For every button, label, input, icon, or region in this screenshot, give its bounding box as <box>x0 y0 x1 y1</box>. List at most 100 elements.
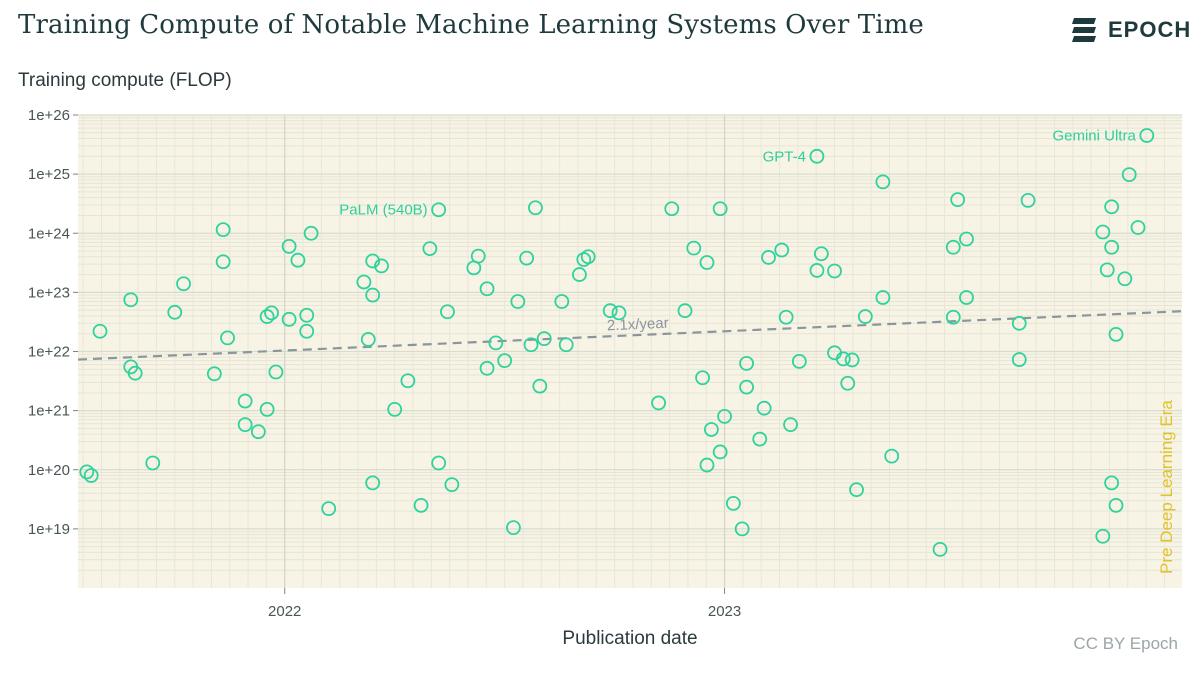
data-point <box>1104 199 1120 215</box>
data-point <box>580 249 596 265</box>
data-point <box>761 250 776 265</box>
data-point <box>1121 167 1137 183</box>
data-point <box>1095 528 1111 544</box>
data-point <box>554 294 570 309</box>
epoch-logo-icon <box>1072 18 1096 42</box>
data-point <box>365 253 381 269</box>
y-tick-label: 1e+25 <box>28 166 70 183</box>
data-point <box>774 242 790 258</box>
data-point <box>1130 220 1146 235</box>
era-label: Pre Deep Learning Era <box>1157 400 1176 574</box>
data-point <box>611 305 627 321</box>
data-point <box>945 309 961 325</box>
data-point <box>299 307 315 323</box>
x-tick-label: 2023 <box>708 603 741 620</box>
data-point <box>572 267 587 282</box>
data-point <box>686 240 702 256</box>
data-point <box>264 305 279 321</box>
data-point <box>215 222 231 238</box>
data-point <box>92 323 108 339</box>
data-point <box>778 309 794 325</box>
data-point <box>1108 326 1124 342</box>
data-point <box>400 373 416 389</box>
data-point <box>884 448 900 464</box>
data-point <box>444 477 460 493</box>
data-point <box>959 231 974 247</box>
data-point <box>835 351 851 367</box>
point-annotation: Gemini Ultra <box>1052 128 1136 145</box>
trend-line <box>77 310 1183 361</box>
data-point <box>756 400 772 416</box>
y-axis-label: Training compute (FLOP) <box>18 70 232 91</box>
data-point <box>497 353 513 369</box>
y-tick-label: 1e+19 <box>28 521 70 538</box>
y-tick-label: 1e+23 <box>28 284 70 301</box>
data-point <box>365 287 381 303</box>
data-point <box>431 202 447 218</box>
data-point <box>703 422 719 437</box>
credit-text: CC BY Epoch <box>1073 634 1178 653</box>
data-point <box>83 468 99 483</box>
major-gridlines <box>78 114 1182 588</box>
x-tick-label: 2022 <box>268 603 301 620</box>
data-point <box>950 192 966 208</box>
data-point <box>532 378 548 394</box>
data-point <box>783 417 798 433</box>
data-point <box>844 352 860 368</box>
data-point <box>303 225 319 241</box>
epoch-logo-text: EPOCH <box>1108 17 1192 42</box>
y-tick-label: 1e+20 <box>28 462 70 479</box>
data-point <box>651 395 666 411</box>
data-point <box>1108 497 1124 513</box>
data-point <box>167 304 183 320</box>
data-point <box>281 311 297 327</box>
data-point <box>739 355 754 371</box>
data-point <box>299 323 315 339</box>
data-point <box>752 431 768 447</box>
data-point <box>206 366 222 382</box>
data-point <box>259 401 275 417</box>
data-point <box>734 521 750 537</box>
y-tick-label: 1e+21 <box>28 403 70 420</box>
data-point <box>431 455 447 471</box>
data-point <box>127 365 143 381</box>
data-point <box>945 239 961 255</box>
data-point <box>1099 262 1115 278</box>
data-point <box>488 335 504 351</box>
data-point <box>875 290 891 305</box>
data-point <box>1139 128 1155 143</box>
epoch-logo: EPOCH <box>1070 14 1191 46</box>
data-point <box>664 201 680 217</box>
data-point <box>536 331 552 347</box>
data-point <box>519 250 535 266</box>
y-tick-label: 1e+22 <box>28 344 70 361</box>
trend-line-group: 2.1x/year <box>77 310 1183 361</box>
x-axis-ticks: 2022 2023 <box>268 588 741 620</box>
data-point <box>1011 352 1027 367</box>
data-point <box>479 360 495 376</box>
data-point <box>699 255 715 270</box>
data-point <box>558 337 574 353</box>
data-point <box>470 248 486 264</box>
data-point <box>959 290 974 305</box>
data-point <box>479 281 495 297</box>
data-point <box>374 258 389 274</box>
data-point <box>356 274 372 290</box>
data-point <box>809 263 825 278</box>
data-point <box>677 303 693 319</box>
data-point <box>717 408 732 424</box>
data-point <box>145 455 161 471</box>
data-point <box>849 482 864 498</box>
data-points <box>79 128 1155 557</box>
data-point <box>413 497 429 513</box>
data-point <box>321 501 337 517</box>
data-point <box>602 303 618 319</box>
data-point <box>422 241 438 257</box>
data-point <box>725 495 741 511</box>
data-point <box>440 304 455 320</box>
data-point <box>506 520 521 536</box>
data-point <box>695 370 710 386</box>
data-point <box>809 148 825 164</box>
point-annotation: PaLM (540B) <box>339 202 427 219</box>
data-point <box>528 200 543 216</box>
